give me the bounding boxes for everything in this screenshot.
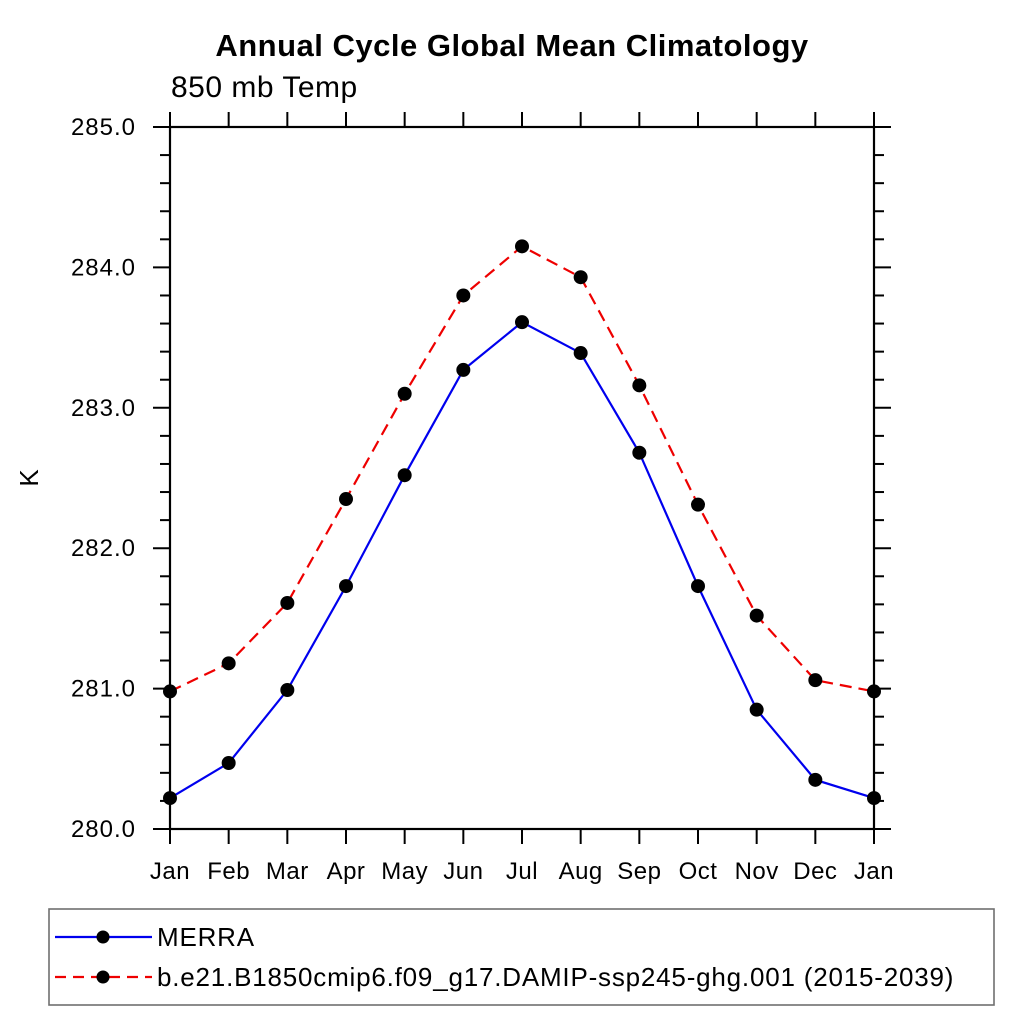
legend-box (48, 908, 995, 1006)
data-point-marker (867, 684, 881, 699)
data-point-marker (573, 346, 588, 361)
x-tick-label: Sep (617, 858, 661, 885)
data-point-marker (280, 683, 295, 698)
x-tick-label: Jul (506, 858, 538, 885)
plot-frame (168, 125, 876, 831)
data-point-marker (515, 315, 529, 330)
data-point-marker (339, 492, 353, 507)
data-point-marker (397, 386, 412, 401)
legend: MERRA b.e21.B1850cmip6.f09_g17.DAMIP-ssp… (48, 908, 995, 1006)
data-point-marker (632, 378, 647, 393)
data-point-marker (456, 362, 471, 377)
x-tick-label: Nov (735, 858, 779, 885)
data-point-marker (749, 608, 764, 623)
data-point-marker (808, 772, 823, 787)
data-point-marker (515, 239, 529, 254)
data-point-marker (749, 702, 764, 717)
x-tick-label: Mar (266, 858, 309, 885)
data-point-marker (221, 756, 236, 771)
data-point-marker (163, 684, 177, 699)
data-point-marker (808, 673, 823, 688)
data-point-marker (691, 497, 705, 512)
x-tick-label: May (381, 858, 428, 885)
series-line-ghg-run (169, 245, 875, 693)
y-tick-label: 282.0 (71, 535, 136, 562)
x-tick-label: Feb (207, 858, 250, 885)
chart-subtitle: 850 mb Temp (171, 71, 358, 104)
y-tick-label: 281.0 (71, 676, 136, 703)
legend-entry-merra: MERRA (55, 922, 255, 952)
x-tick-label: Oct (679, 858, 718, 885)
axis-ticks (153, 112, 891, 844)
data-point-marker (163, 791, 177, 806)
x-tick-label: Jan (150, 858, 190, 885)
data-point-marker (221, 656, 236, 671)
data-point-marker (280, 595, 295, 610)
legend-label: MERRA (157, 922, 255, 952)
data-point-marker (632, 445, 647, 460)
data-point-marker (397, 468, 412, 483)
y-tick-labels: 280.0 281.0 282.0 283.0 284.0 285.0 (71, 114, 136, 843)
series-line-merra (169, 320, 875, 800)
legend-marker-icon (96, 930, 110, 944)
y-tick-label: 284.0 (71, 254, 136, 281)
x-tick-labels: Jan Feb Mar Apr May Jun Jul Aug Sep Oct Nov Dec Jan (150, 858, 894, 885)
y-tick-label: 280.0 (71, 816, 136, 843)
legend-marker-icon (96, 970, 110, 984)
chart-title: Annual Cycle Global Mean Climatology (215, 28, 809, 63)
data-point-marker (867, 791, 881, 806)
legend-label: b.e21.B1850cmip6.f09_g17.DAMIP-ssp245-gh… (157, 962, 954, 992)
legend-entry-ghg-run: b.e21.B1850cmip6.f09_g17.DAMIP-ssp245-gh… (55, 962, 954, 992)
data-point-marker (456, 288, 471, 303)
x-tick-label: Apr (327, 858, 366, 885)
data-point-marker (339, 579, 353, 594)
y-tick-label: 283.0 (71, 395, 136, 422)
x-tick-label: Aug (559, 858, 603, 885)
data-point-marker (691, 579, 705, 594)
x-tick-label: Jan (854, 858, 894, 885)
x-tick-label: Jun (443, 858, 483, 885)
data-point-marker (573, 270, 588, 285)
data-series (163, 239, 881, 806)
y-axis-title: K (14, 469, 44, 487)
x-tick-label: Dec (793, 858, 837, 885)
y-tick-label: 285.0 (71, 114, 136, 141)
